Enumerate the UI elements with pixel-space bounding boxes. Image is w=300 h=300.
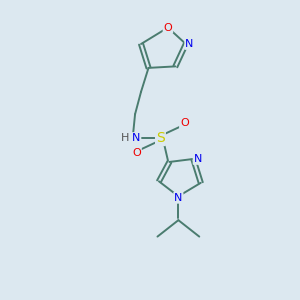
Text: N: N [174, 193, 183, 203]
Text: S: S [156, 131, 165, 145]
Text: O: O [180, 118, 189, 128]
Text: H: H [121, 133, 130, 143]
Text: N: N [185, 39, 194, 49]
Text: N: N [194, 154, 202, 164]
Text: N: N [131, 133, 140, 143]
Text: O: O [164, 22, 172, 33]
Text: O: O [132, 148, 141, 158]
